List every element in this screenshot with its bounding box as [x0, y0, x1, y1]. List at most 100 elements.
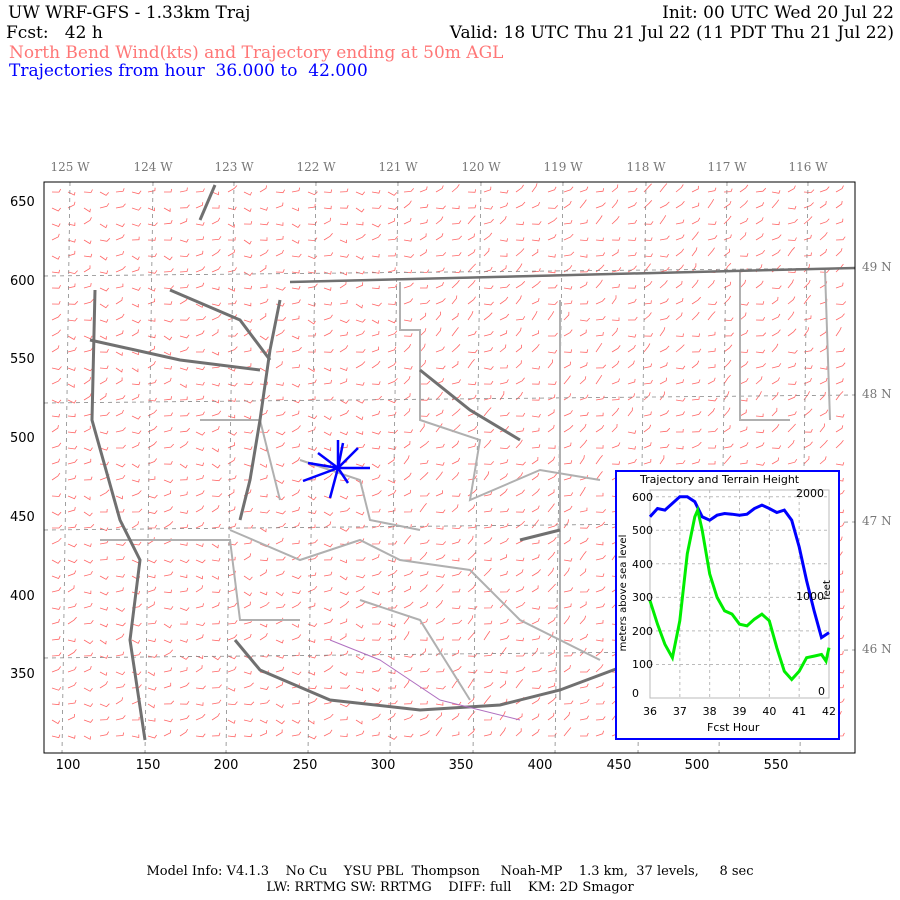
- wind-barb: [483, 537, 493, 545]
- wind-barb: [707, 348, 716, 353]
- wind-barb: [579, 394, 589, 401]
- wind-barb: [691, 348, 702, 353]
- wind-barb: [83, 590, 92, 595]
- wind-barb: [195, 665, 203, 673]
- wind-barb: [179, 204, 190, 209]
- wind-barb: [435, 574, 445, 578]
- wind-barb: [595, 332, 604, 337]
- wind-barb: [371, 381, 381, 385]
- wind-barb: [515, 327, 522, 337]
- wind-barb: [467, 678, 474, 689]
- wind-barb: [387, 507, 396, 513]
- wind-barb: [643, 343, 651, 353]
- wind-barb: [691, 279, 699, 289]
- wind-barb: [243, 446, 253, 450]
- wind-barb: [259, 509, 270, 514]
- wind-barb: [835, 185, 844, 193]
- wind-barb: [163, 667, 173, 673]
- wind-barb: [483, 731, 493, 737]
- wind-barb: [243, 601, 251, 609]
- wind-barb: [163, 427, 173, 433]
- coastline: [198, 184, 217, 221]
- wind-barb: [675, 344, 685, 353]
- trajectory-line: [336, 467, 350, 484]
- wind-barb: [579, 633, 589, 641]
- wind-barb: [579, 281, 588, 289]
- wind-barb: [483, 439, 492, 449]
- wind-barb: [531, 667, 543, 673]
- wind-barb: [499, 283, 510, 289]
- wind-barb: [291, 634, 302, 641]
- wind-barb: [467, 381, 477, 386]
- wind-barb: [339, 431, 349, 436]
- wind-barb: [387, 655, 395, 661]
- wind-barb: [355, 399, 365, 404]
- wind-barb: [227, 506, 236, 513]
- x-tick-label: 450: [606, 758, 632, 773]
- wind-barb: [51, 587, 62, 593]
- wind-barb: [451, 279, 460, 289]
- wind-barb: [403, 455, 410, 465]
- wind-barb: [355, 431, 364, 435]
- wind-barb: [67, 616, 77, 625]
- wind-barb: [483, 507, 493, 513]
- wind-barb: [163, 490, 172, 497]
- wind-barb: [483, 716, 493, 721]
- wind-barb: [563, 587, 574, 593]
- wind-barb: [243, 271, 253, 277]
- wind-barb: [419, 413, 430, 417]
- wind-barb: [835, 301, 847, 305]
- wind-barb: [403, 631, 410, 641]
- wind-barb: [659, 266, 670, 273]
- wind-barb: [419, 186, 428, 193]
- wind-barb: [451, 557, 460, 562]
- wind-barb: [163, 606, 174, 610]
- wind-barb: [99, 489, 110, 497]
- wind-barb: [515, 221, 524, 226]
- init-time: Init: 00 UTC Wed 20 Jul 22: [662, 3, 894, 23]
- wind-barb: [611, 215, 620, 225]
- wind-barb: [595, 202, 606, 209]
- inset-y-tick: 300: [632, 591, 653, 605]
- wind-barb: [595, 730, 604, 737]
- wind-barb: [115, 651, 125, 657]
- wind-barb: [803, 408, 813, 417]
- wind-barb: [275, 479, 285, 485]
- wind-barb: [627, 202, 637, 209]
- x-tick-label: 200: [213, 758, 239, 773]
- wind-barb: [51, 559, 61, 564]
- wind-barb: [579, 362, 588, 369]
- wind-barb: [83, 719, 94, 723]
- wind-barb: [179, 715, 190, 721]
- wind-barb: [275, 361, 283, 369]
- wind-barb: [99, 527, 109, 532]
- wind-barb: [131, 463, 140, 469]
- wind-barb: [211, 732, 221, 737]
- wind-barb: [579, 683, 589, 689]
- wind-barb: [371, 445, 381, 450]
- wind-barb: [259, 699, 270, 705]
- wind-barb: [211, 655, 221, 661]
- wind-barb: [355, 511, 365, 516]
- wind-barb: [819, 201, 827, 209]
- wind-barb: [51, 636, 61, 641]
- wind-barb: [147, 510, 158, 514]
- wind-barb: [147, 298, 156, 305]
- wind-barb: [531, 606, 541, 610]
- wind-barb: [147, 476, 156, 481]
- wind-barb: [531, 343, 540, 353]
- wind-barb: [547, 186, 557, 193]
- wind-barb: [259, 653, 270, 658]
- wind-barb: [211, 191, 220, 196]
- wind-barb: [291, 315, 300, 321]
- wind-barb: [787, 311, 795, 321]
- wind-barb: [179, 218, 188, 225]
- wind-barb: [195, 713, 206, 721]
- wind-barb: [531, 268, 541, 273]
- wind-barb: [707, 235, 718, 241]
- wind-barb: [307, 415, 318, 420]
- wind-barb: [115, 330, 124, 337]
- wind-barb: [179, 542, 188, 546]
- wind-barb: [99, 446, 109, 451]
- wind-barb: [547, 551, 556, 561]
